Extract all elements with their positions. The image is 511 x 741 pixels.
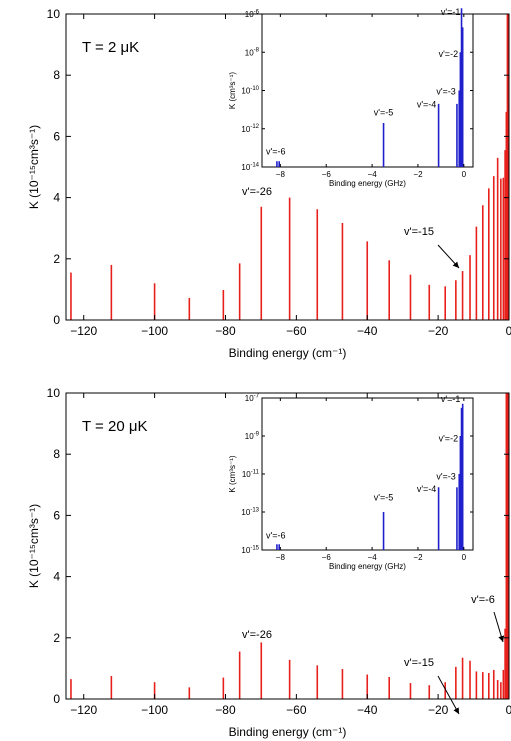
inset-level-label: v'=-4 [417, 100, 436, 110]
level-annotation: v'=-6 [471, 594, 495, 606]
x-tick-label: −120 [70, 703, 97, 717]
x-tick-label: −80 [215, 324, 236, 338]
annotation-arrow [437, 244, 460, 269]
y-tick-label: 8 [53, 68, 60, 82]
y-tick-label: 6 [53, 129, 60, 143]
inset-y-tick-label: 10-12 [241, 124, 259, 134]
x-tick-label: −100 [141, 703, 168, 717]
y-tick-label: 0 [53, 692, 60, 706]
inset-y-tick-label: 10-7 [245, 393, 260, 403]
inset-level-label: v'=-2 [439, 434, 458, 444]
y-tick-label: 6 [53, 508, 60, 522]
y-tick-label: 8 [53, 447, 60, 461]
x-tick-label: −20 [428, 324, 449, 338]
inset-x-tick-label: −8 [276, 170, 286, 179]
inset-y-tick-label: 10-14 [241, 162, 259, 172]
x-tick-label: −20 [428, 703, 449, 717]
inset-x-tick-label: 0 [462, 553, 467, 562]
level-annotation: v'=-26 [242, 629, 272, 641]
y-axis-label: K (10⁻¹⁵cm³s⁻¹) [27, 125, 41, 209]
inset-level-label: v'=-1 [441, 7, 460, 17]
inset-x-tick-label: −6 [322, 170, 332, 179]
x-axis-label: Binding energy (cm⁻¹) [229, 346, 347, 360]
inset-y-tick-label: 10-6 [245, 9, 260, 19]
inset-level-label: v'=-3 [436, 472, 455, 482]
y-tick-label: 10 [47, 7, 61, 21]
inset-y-tick-label: 10-15 [241, 545, 259, 555]
inset-level-label: v'=-5 [374, 493, 393, 503]
y-tick-label: 10 [47, 386, 61, 400]
x-axis-label: Binding energy (cm⁻¹) [229, 725, 347, 739]
temperature-label: T = 2 μK [82, 39, 139, 56]
inset-chart: −8 −6 −4 −2 0 10-15 10-13 10-11 10-9 10-7 Binding … [228, 393, 474, 571]
inset-level-label: v'=-3 [436, 86, 455, 96]
inset-y-axis-label: K (cm³s⁻¹) [228, 455, 237, 492]
x-tick-label: −60 [286, 324, 307, 338]
x-tick-label: −100 [141, 324, 168, 338]
inset-level-label: v'=-5 [374, 107, 393, 117]
plot-frame [65, 392, 510, 700]
level-annotation: v'=-26 [242, 186, 272, 198]
y-tick-label: 2 [53, 631, 60, 645]
y-tick-label: 4 [53, 191, 60, 205]
inset-x-tick-label: −2 [413, 553, 423, 562]
y-tick-label: 4 [53, 570, 60, 584]
inset-y-tick-label: 10-13 [241, 507, 259, 517]
x-tick-label: −40 [357, 703, 378, 717]
x-tick-label: 0 [506, 703, 511, 717]
level-annotation: v'=-15 [404, 226, 434, 238]
inset-x-axis-label: Binding energy (GHz) [329, 179, 406, 188]
inset-y-tick-label: 10-10 [241, 86, 259, 96]
inset-level-label: v'=-2 [439, 49, 458, 59]
inset-x-tick-label: 0 [462, 170, 467, 179]
inset-x-tick-label: −6 [322, 553, 332, 562]
inset-y-axis-label: K (cm³s⁻¹) [228, 72, 237, 109]
x-tick-label: −40 [357, 324, 378, 338]
inset-level-label: v'=-1 [441, 394, 460, 404]
y-tick-label: 2 [53, 252, 60, 266]
inset-x-tick-label: −2 [413, 170, 423, 179]
x-tick-label: −80 [215, 703, 236, 717]
y-tick-label: 0 [53, 313, 60, 327]
inset-x-tick-label: −4 [368, 553, 378, 562]
x-tick-label: −120 [70, 324, 97, 338]
inset-x-tick-label: −8 [276, 553, 286, 562]
inset-y-tick-label: 10-9 [245, 431, 260, 441]
y-axis-label: K (10⁻¹⁵cm³s⁻¹) [27, 504, 41, 588]
x-tick-label: −60 [286, 703, 307, 717]
inset-x-tick-label: −4 [368, 170, 378, 179]
inset-level-label: v'=-6 [266, 531, 285, 541]
inset-y-tick-label: 10-8 [245, 48, 260, 58]
inset-y-tick-label: 10-11 [242, 469, 260, 479]
inset-chart: −8 −6 −4 −2 0 10-14 10-12 10-10 10-8 10-6 Binding … [228, 7, 474, 188]
inset-level-label: v'=-4 [417, 484, 436, 494]
inset-x-axis-label: Binding energy (GHz) [329, 562, 406, 571]
level-annotation: v'=-15 [404, 657, 434, 669]
inset-level-label: v'=-6 [266, 147, 285, 157]
x-tick-label: 0 [506, 324, 511, 338]
annotation-arrow [437, 675, 460, 715]
temperature-label: T = 20 μK [82, 418, 148, 435]
annotation-arrow [493, 611, 505, 643]
